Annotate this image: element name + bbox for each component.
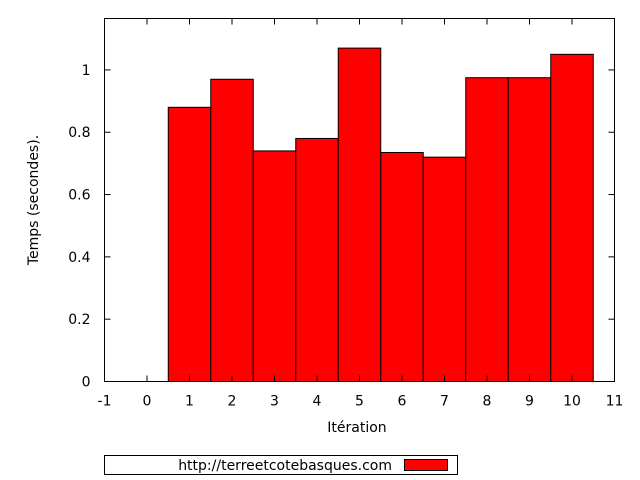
x-tick-label: 6 [398,394,407,410]
bar-iteration-9 [507,77,552,382]
bar-iteration-10 [550,53,594,383]
x-tick-label: 5 [355,394,364,410]
x-tick-label: 10 [563,394,581,410]
x-tick-label: 11 [606,394,624,410]
y-tick-label: 0.4 [68,250,90,266]
x-tick-label: 0 [143,394,152,410]
tick-labels-layer: -1 0 1 2 3 4 5 6 7 8 9 10 11 0 0.2 0.4 0.6 0.8 1 [68,63,623,410]
bar-iteration-1 [167,106,212,383]
x-tick-label: -1 [98,394,112,410]
y-axis-label: Temps (secondes). [26,135,42,266]
bar-iteration-4 [295,137,339,382]
x-tick-label: 8 [483,394,492,410]
x-tick-label: 9 [525,394,534,410]
x-tick-label: 1 [185,394,194,410]
x-tick-label: 7 [440,394,449,410]
bar-iteration-8 [465,77,509,382]
bar-iteration-2 [210,78,254,382]
bar-iteration-6 [380,151,424,382]
y-tick-label: 1 [82,63,91,79]
y-tick-label: 0.8 [68,125,90,141]
bar-iteration-3 [252,150,297,382]
x-tick-label: 3 [270,394,279,410]
bars-layer [167,47,594,383]
bar-iteration-5 [337,47,382,382]
x-tick-label: 2 [228,394,237,410]
y-tick-label: 0.2 [68,312,90,328]
bar-iteration-7 [422,156,467,382]
ticks-layer [104,18,615,382]
legend-box [104,455,458,475]
y-tick-label: 0 [82,375,91,391]
y-tick-label: 0.6 [68,188,90,204]
legend-swatch [404,459,448,471]
x-axis-label: Itération [327,420,386,436]
legend: http://terreetcotebasques.com [104,455,458,475]
x-tick-label: 4 [313,394,322,410]
legend-label: http://terreetcotebasques.com [178,458,392,474]
